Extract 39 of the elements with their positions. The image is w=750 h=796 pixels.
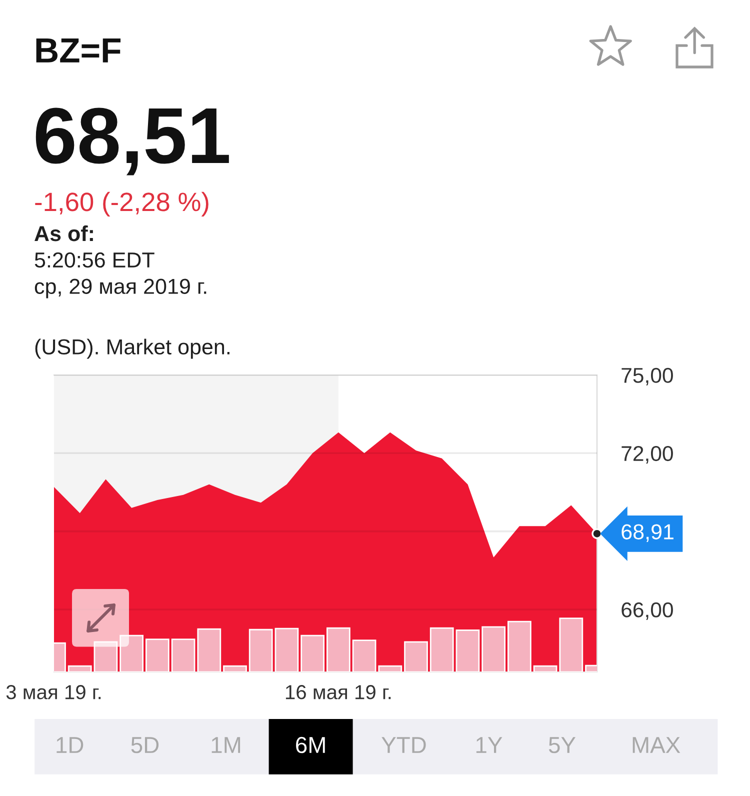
- bar: [482, 626, 506, 672]
- bar: [248, 628, 273, 672]
- bar: [559, 618, 584, 672]
- bar: [456, 629, 480, 672]
- bar: [300, 634, 325, 672]
- x-tick-label: 16 мая 19 г.: [286, 685, 391, 700]
- chart-title: BZ=F: [36, 38, 120, 62]
- text: ср, 29 мая 2019 г.: [34, 278, 206, 298]
- x-tick-label: 3 мая 19 г.: [6, 685, 101, 700]
- text: 5D: [131, 737, 159, 754]
- text: MAX: [632, 737, 680, 753]
- bar: [352, 640, 376, 672]
- text: (USD). Market open.: [35, 338, 230, 359]
- text: 5Y: [548, 737, 576, 754]
- y-tick-label: 75,00: [622, 368, 673, 386]
- bar: [145, 638, 170, 672]
- text: 68,91: [622, 524, 674, 542]
- text: 1D: [56, 737, 84, 753]
- bar: [171, 638, 196, 672]
- text: -1,60 (-2,28 %): [35, 192, 208, 216]
- text: 6M: [296, 736, 325, 754]
- chart-subtitle: 68,51: [36, 108, 229, 176]
- y-tick-label: 72,00: [622, 446, 673, 464]
- text: YTD: [382, 737, 426, 753]
- bar: [274, 628, 299, 672]
- bar: [430, 627, 454, 672]
- text: 5:20:56 EDT: [34, 252, 154, 268]
- text: As of:: [34, 225, 93, 242]
- bar: [223, 665, 247, 672]
- bar: [326, 627, 350, 672]
- bar: [507, 620, 532, 672]
- bar: [68, 665, 92, 672]
- bar: [533, 665, 558, 672]
- bar: [197, 628, 222, 672]
- text: 1M: [212, 737, 240, 753]
- y-tick-label: 66,00: [622, 602, 673, 620]
- bar: [404, 641, 428, 672]
- text: 1Y: [476, 737, 502, 753]
- bar: [378, 665, 402, 672]
